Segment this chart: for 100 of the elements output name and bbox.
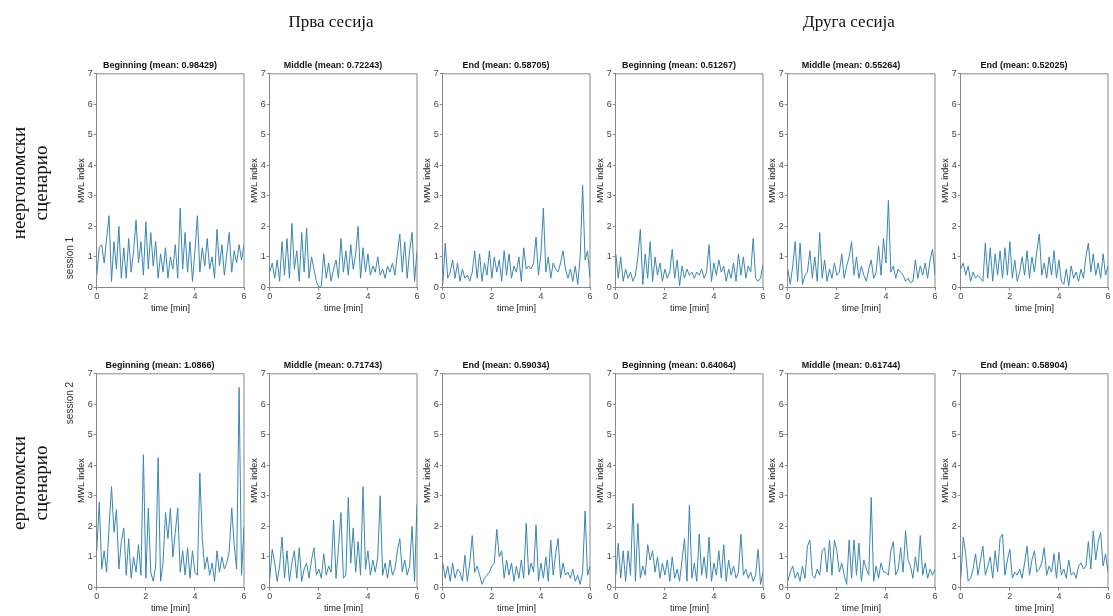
x-axis-title: time [min] xyxy=(150,603,190,614)
y-tick-label: 2 xyxy=(778,220,784,231)
y-tick-label: 3 xyxy=(260,190,266,201)
y-tick-label: 5 xyxy=(260,429,266,440)
y-tick-label: 2 xyxy=(951,220,957,231)
y-tick-label: 5 xyxy=(87,429,93,440)
y-tick-label: 1 xyxy=(433,251,439,262)
x-tick-label: 0 xyxy=(785,291,791,302)
x-tick-label: 4 xyxy=(883,291,889,302)
y-tick-label: 2 xyxy=(87,220,93,231)
x-tick-label: 4 xyxy=(365,591,371,602)
x-tick-label: 2 xyxy=(834,591,840,602)
x-axis-title: time [min] xyxy=(669,603,709,614)
x-tick-label: 2 xyxy=(662,591,668,602)
y-tick-label: 7 xyxy=(433,68,439,79)
text: ергономски сценарио xyxy=(8,435,52,532)
y-tick-label: 1 xyxy=(260,251,266,262)
x-tick-label: 4 xyxy=(538,291,544,302)
y-tick-label: 6 xyxy=(433,98,439,109)
y-axis-title: MWL index xyxy=(939,157,950,203)
x-tick-label: 0 xyxy=(958,291,964,302)
x-tick-label: 4 xyxy=(711,591,717,602)
y-tick-label: 7 xyxy=(433,368,439,379)
x-tick-label: 6 xyxy=(587,291,593,302)
x-axis-title: time [min] xyxy=(496,303,536,314)
y-tick-label: 5 xyxy=(87,129,93,140)
y-tick-label: 6 xyxy=(433,398,439,409)
y-tick-label: 5 xyxy=(778,429,784,440)
chart-title: End (mean: 0.59034) xyxy=(462,359,550,370)
y-tick-label: 3 xyxy=(260,490,266,501)
y-tick-label: 0 xyxy=(951,581,957,592)
y-tick-label: 7 xyxy=(778,368,784,379)
y-tick-label: 3 xyxy=(87,190,93,201)
text: Прва сесија xyxy=(288,12,374,32)
y-tick-label: 0 xyxy=(778,281,784,292)
y-tick-label: 7 xyxy=(778,68,784,79)
y-tick-label: 7 xyxy=(951,68,957,79)
y-tick-label: 0 xyxy=(951,281,957,292)
y-tick-label: 1 xyxy=(778,251,784,262)
x-axis-title: time [min] xyxy=(841,303,881,314)
x-tick-label: 0 xyxy=(613,591,619,602)
x-tick-label: 4 xyxy=(538,591,544,602)
y-tick-label: 2 xyxy=(260,220,266,231)
x-tick-label: 2 xyxy=(489,591,495,602)
y-tick-label: 7 xyxy=(606,68,612,79)
y-tick-label: 4 xyxy=(951,459,957,470)
y-tick-label: 3 xyxy=(951,190,957,201)
y-tick-label: 3 xyxy=(87,490,93,501)
y-tick-label: 5 xyxy=(606,129,612,140)
x-tick-label: 0 xyxy=(613,291,619,302)
y-tick-label: 0 xyxy=(778,581,784,592)
x-tick-label: 6 xyxy=(414,291,420,302)
x-tick-label: 0 xyxy=(267,591,273,602)
y-tick-label: 1 xyxy=(606,251,612,262)
x-axis-title: time [min] xyxy=(669,303,709,314)
y-tick-label: 0 xyxy=(433,581,439,592)
y-tick-label: 6 xyxy=(778,398,784,409)
y-axis-title: MWL index xyxy=(248,457,259,503)
y-tick-label: 2 xyxy=(260,520,266,531)
y-tick-label: 1 xyxy=(951,551,957,562)
x-tick-label: 0 xyxy=(94,591,100,602)
x-tick-label: 4 xyxy=(883,591,889,602)
x-tick-label: 0 xyxy=(94,291,100,302)
y-tick-label: 5 xyxy=(606,429,612,440)
x-axis-title: time [min] xyxy=(1014,603,1054,614)
y-tick-label: 4 xyxy=(87,159,93,170)
y-tick-label: 7 xyxy=(951,368,957,379)
y-tick-label: 0 xyxy=(606,581,612,592)
text: Друга сесија xyxy=(803,12,895,32)
y-tick-label: 7 xyxy=(606,368,612,379)
y-tick-label: 4 xyxy=(606,459,612,470)
y-axis-title: MWL index xyxy=(75,157,86,203)
x-tick-label: 6 xyxy=(1105,291,1111,302)
x-axis-title: time [min] xyxy=(323,603,363,614)
x-tick-label: 6 xyxy=(932,591,938,602)
y-tick-label: 6 xyxy=(778,98,784,109)
x-tick-label: 0 xyxy=(440,291,446,302)
y-tick-label: 1 xyxy=(87,551,93,562)
y-tick-label: 2 xyxy=(433,220,439,231)
y-tick-label: 5 xyxy=(433,429,439,440)
x-tick-label: 6 xyxy=(760,591,766,602)
y-tick-label: 4 xyxy=(87,459,93,470)
chart-title: Middle (mean: 0.71743) xyxy=(283,359,383,370)
x-axis-title: time [min] xyxy=(150,303,190,314)
y-tick-label: 4 xyxy=(433,459,439,470)
y-tick-label: 6 xyxy=(87,98,93,109)
x-tick-label: 0 xyxy=(267,291,273,302)
y-axis-title: MWL index xyxy=(421,157,432,203)
x-tick-label: 6 xyxy=(241,291,247,302)
x-axis-title: time [min] xyxy=(1014,303,1054,314)
y-tick-label: 4 xyxy=(260,159,266,170)
y-tick-label: 1 xyxy=(951,251,957,262)
x-tick-label: 6 xyxy=(241,591,247,602)
y-tick-label: 6 xyxy=(260,98,266,109)
y-tick-label: 0 xyxy=(433,281,439,292)
x-tick-label: 6 xyxy=(587,591,593,602)
y-tick-label: 0 xyxy=(87,581,93,592)
chart-title: Beginning (mean: 0.64064) xyxy=(621,359,737,370)
x-tick-label: 6 xyxy=(760,291,766,302)
y-tick-label: 7 xyxy=(87,68,93,79)
